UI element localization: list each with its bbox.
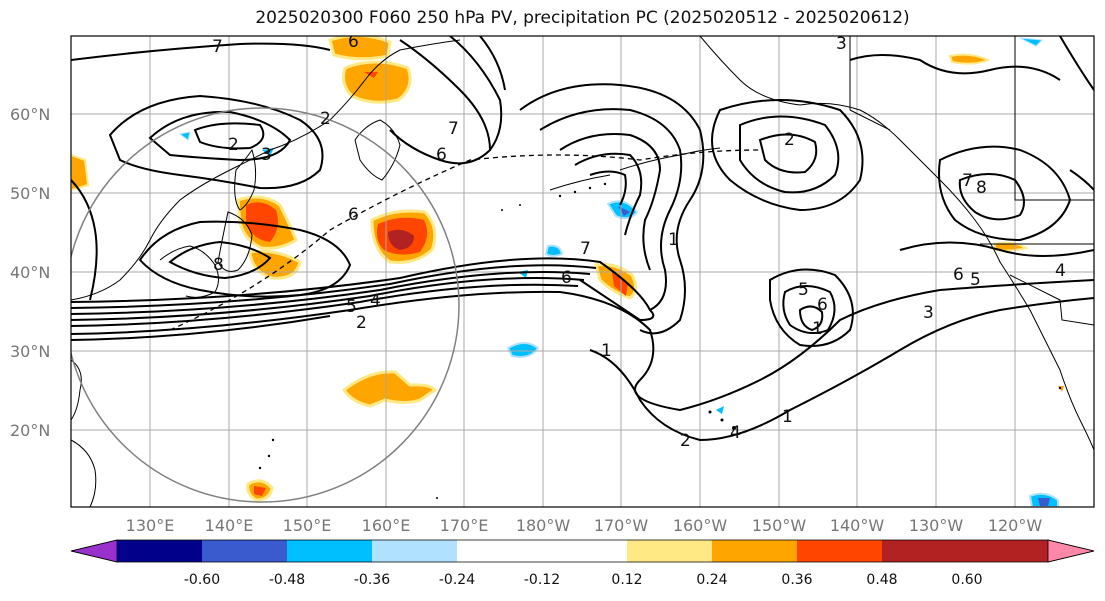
- colorbar-tick-label: 0.12: [611, 572, 643, 588]
- contour-label: 7: [212, 37, 223, 57]
- colorbar-tick-label: -0.60: [183, 572, 221, 588]
- contour-label: 4: [730, 423, 741, 443]
- contour-label: 6: [348, 205, 359, 225]
- colorbar-segment: [457, 540, 543, 562]
- contour-label: 3: [923, 303, 934, 323]
- lon-label: 140°E: [204, 516, 254, 535]
- dashed-line: [169, 149, 761, 331]
- lon-label: 140°W: [829, 516, 885, 535]
- contour-label: 5: [346, 297, 357, 317]
- lat-label: 20°N: [10, 421, 51, 440]
- colorbar-tick-label: 0.48: [866, 572, 898, 588]
- contour-label: 7: [448, 119, 459, 139]
- colorbar-segment: [712, 540, 798, 562]
- map-frame: [70, 35, 1095, 508]
- graticule: [71, 36, 1094, 507]
- contour-label: 2: [228, 135, 239, 155]
- colorbar-segment: [882, 540, 967, 562]
- lon-label: 120°W: [987, 516, 1043, 535]
- colorbar-segment: [797, 540, 883, 562]
- colorbar-tick-label: -0.12: [523, 572, 561, 588]
- contour-label: 3: [261, 145, 272, 165]
- contour-label: 6: [348, 32, 359, 52]
- contour-label: 1: [782, 407, 793, 427]
- colorbar-extend-right: [1047, 539, 1095, 563]
- precip-shading: [71, 36, 1064, 507]
- contour-label: 4: [1055, 261, 1066, 281]
- contour-label: 6: [436, 145, 447, 165]
- contour-label: 2: [784, 130, 795, 150]
- lon-label: 160°W: [672, 516, 728, 535]
- colorbar-tick-label: -0.48: [268, 572, 306, 588]
- lon-label: 130°E: [125, 516, 175, 535]
- contour-label: 2: [680, 431, 691, 451]
- contour-label: 6: [561, 268, 572, 288]
- colorbar-segment: [542, 540, 628, 562]
- contour-label: 2: [356, 313, 367, 333]
- contour-label: 7: [580, 239, 591, 259]
- colorbar-outline: [70, 539, 1095, 563]
- colorbar: [70, 539, 1095, 563]
- map-area: 7 6 3 2 2 3 6 7 6 8 5 4 2 7 6 1 1 2 4 1 …: [71, 32, 1094, 507]
- colorbar-tick-label: 0.24: [696, 572, 728, 588]
- lon-label: 150°W: [751, 516, 807, 535]
- lat-label: 50°N: [10, 184, 51, 203]
- lat-label: 30°N: [10, 342, 51, 361]
- range-circle: [71, 107, 460, 503]
- lat-label: 60°N: [10, 105, 51, 124]
- lon-label: 170°W: [593, 516, 649, 535]
- contour-label: 1: [812, 319, 823, 339]
- contour-label: 1: [668, 230, 679, 250]
- lat-label: 40°N: [10, 263, 51, 282]
- islands: [258, 182, 1062, 499]
- colorbar-extend-left: [70, 539, 118, 563]
- contour-label: 4: [370, 291, 381, 311]
- contour-label: 6: [817, 295, 828, 315]
- colorbar-segment: [117, 540, 203, 562]
- lon-label: 170°E: [439, 516, 489, 535]
- contour-label: 2: [320, 109, 331, 129]
- colorbar-tick-label: 0.60: [951, 572, 983, 588]
- colorbar-segment: [287, 540, 373, 562]
- contour-labels: 7 6 3 2 2 3 6 7 6 8 5 4 2 7 6 1 1 2 4 1 …: [212, 32, 1066, 451]
- contour-label: 8: [976, 178, 987, 198]
- contour-label: 5: [970, 270, 981, 290]
- lon-label: 160°E: [361, 516, 411, 535]
- contour-label: 3: [836, 34, 847, 54]
- lon-label: 150°E: [282, 516, 332, 535]
- pv-contours: [71, 36, 1094, 442]
- colorbar-segment: [372, 540, 458, 562]
- colorbar-tick-label: -0.24: [438, 572, 476, 588]
- map-title: 2025020300 F060 250 hPa PV, precipitatio…: [255, 8, 910, 28]
- colorbar-tick-label: -0.36: [353, 572, 391, 588]
- colorbar-tick-label: 0.36: [781, 572, 813, 588]
- colorbar-segment: [202, 540, 288, 562]
- lon-label: 180°W: [515, 516, 571, 535]
- contour-label: 5: [798, 280, 809, 300]
- colorbar-segment: [966, 540, 1048, 562]
- lon-label: 130°W: [908, 516, 964, 535]
- contour-label: 8: [213, 255, 224, 275]
- contour-label: 6: [953, 265, 964, 285]
- contour-label: 1: [601, 341, 612, 361]
- colorbar-segment: [627, 540, 713, 562]
- contour-label: 7: [962, 171, 973, 191]
